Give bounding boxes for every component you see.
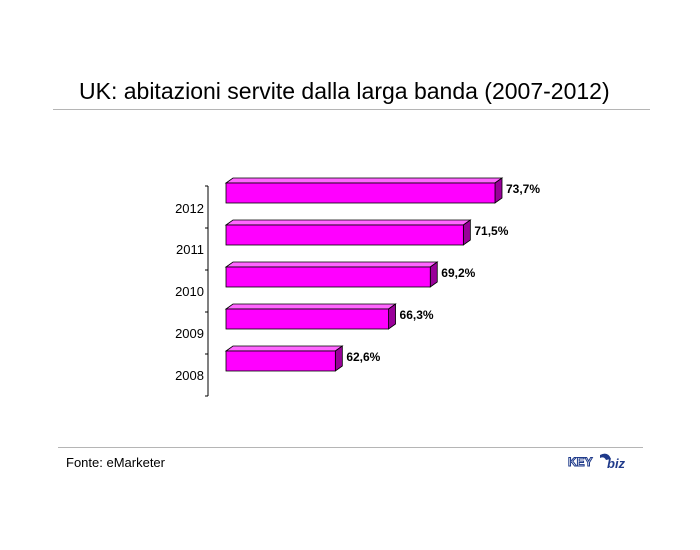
bar-front-face bbox=[225, 350, 336, 372]
logo-swoosh-icon bbox=[600, 453, 611, 460]
bar-top-face bbox=[224, 345, 344, 352]
data-label: 69,2% bbox=[441, 266, 475, 280]
logo-biz-text: biz bbox=[607, 456, 626, 471]
title-divider bbox=[53, 109, 650, 110]
bar bbox=[224, 219, 472, 246]
category-label: 2011 bbox=[176, 242, 204, 257]
bar-top-face bbox=[224, 303, 397, 310]
category-label: 2009 bbox=[175, 326, 204, 341]
category-label: 2008 bbox=[175, 368, 204, 383]
source-note: Fonte: eMarketer bbox=[66, 455, 165, 470]
data-label: 66,3% bbox=[400, 308, 434, 322]
bar-top-face bbox=[224, 261, 439, 268]
data-label: 71,5% bbox=[474, 224, 508, 238]
category-label: 2010 bbox=[175, 284, 204, 299]
footer-divider bbox=[58, 447, 643, 448]
bar bbox=[224, 345, 344, 372]
chart-title: UK: abitazioni servite dalla larga banda… bbox=[79, 78, 610, 104]
key4biz-logo: KEY biz bbox=[568, 453, 626, 471]
logo-key-text: KEY bbox=[568, 455, 593, 469]
category-label: 2012 bbox=[175, 201, 204, 216]
bar-front-face bbox=[225, 182, 496, 204]
bar-top-face bbox=[224, 219, 472, 226]
data-label: 62,6% bbox=[346, 350, 380, 364]
bar bbox=[224, 303, 397, 330]
bar bbox=[224, 177, 504, 204]
bar-front-face bbox=[225, 308, 389, 330]
bar bbox=[224, 261, 439, 288]
bar-top-face bbox=[224, 177, 504, 184]
data-label: 73,7% bbox=[506, 182, 540, 196]
bar-front-face bbox=[225, 266, 431, 288]
bar-front-face bbox=[225, 224, 464, 246]
